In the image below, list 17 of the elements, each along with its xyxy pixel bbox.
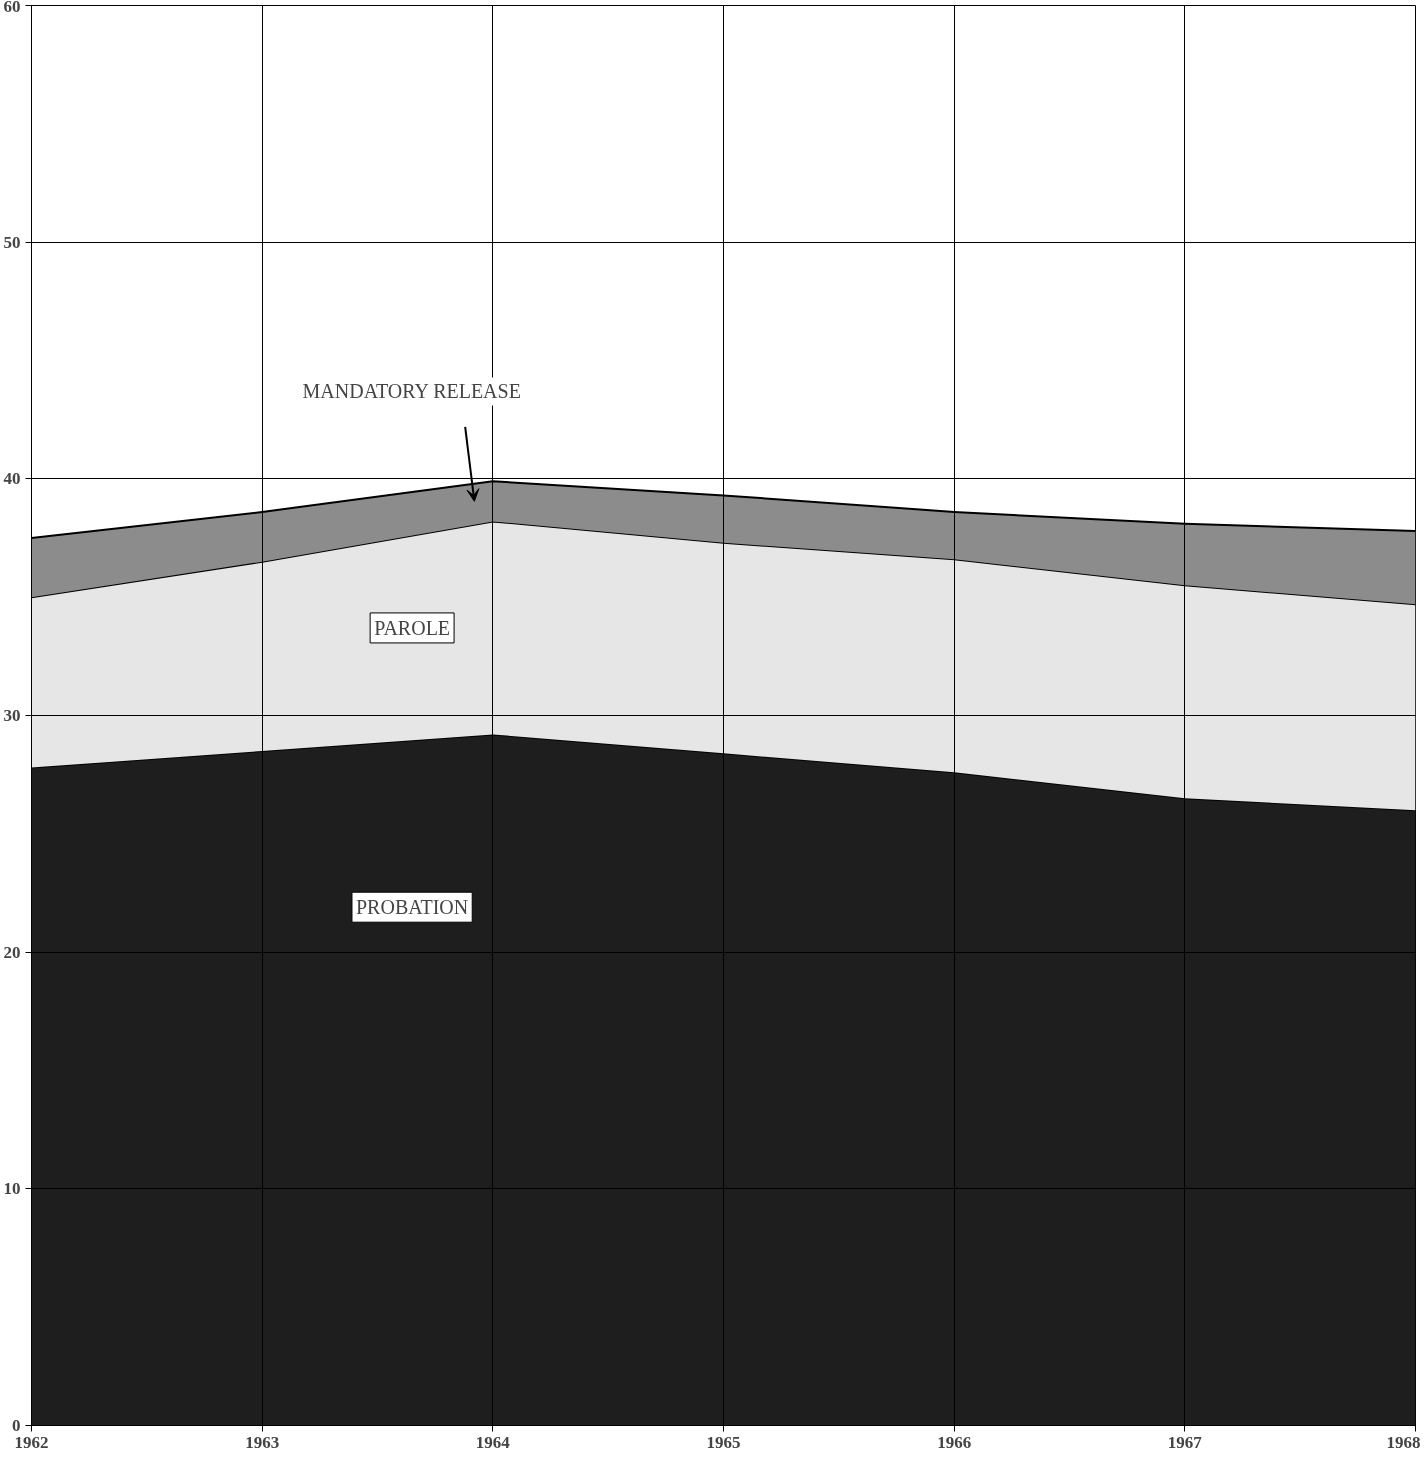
y-tick-label: 60 [3, 0, 21, 16]
y-tick-label: 30 [3, 706, 21, 725]
x-tick-label: 1968 [1386, 1432, 1421, 1452]
series-label: PROBATION [355, 896, 469, 919]
y-tick-label: 20 [3, 942, 21, 962]
y-tick-label: 40 [3, 469, 21, 489]
x-tick-label: 1964 [475, 1432, 511, 1452]
y-tick-label: 10 [3, 1179, 21, 1199]
x-tick-label: 1963 [245, 1432, 280, 1452]
x-tick-label: 1966 [937, 1432, 972, 1452]
y-tick-label: 50 [3, 232, 21, 252]
series-label: PAROLE [374, 616, 451, 639]
x-tick-label: 1965 [706, 1432, 741, 1452]
x-tick-label: 1962 [14, 1432, 49, 1452]
y-tick-label: 0 [12, 1416, 21, 1435]
text: MANDATORY RELEASE [302, 380, 521, 403]
x-tick-label: 1967 [1167, 1432, 1203, 1452]
